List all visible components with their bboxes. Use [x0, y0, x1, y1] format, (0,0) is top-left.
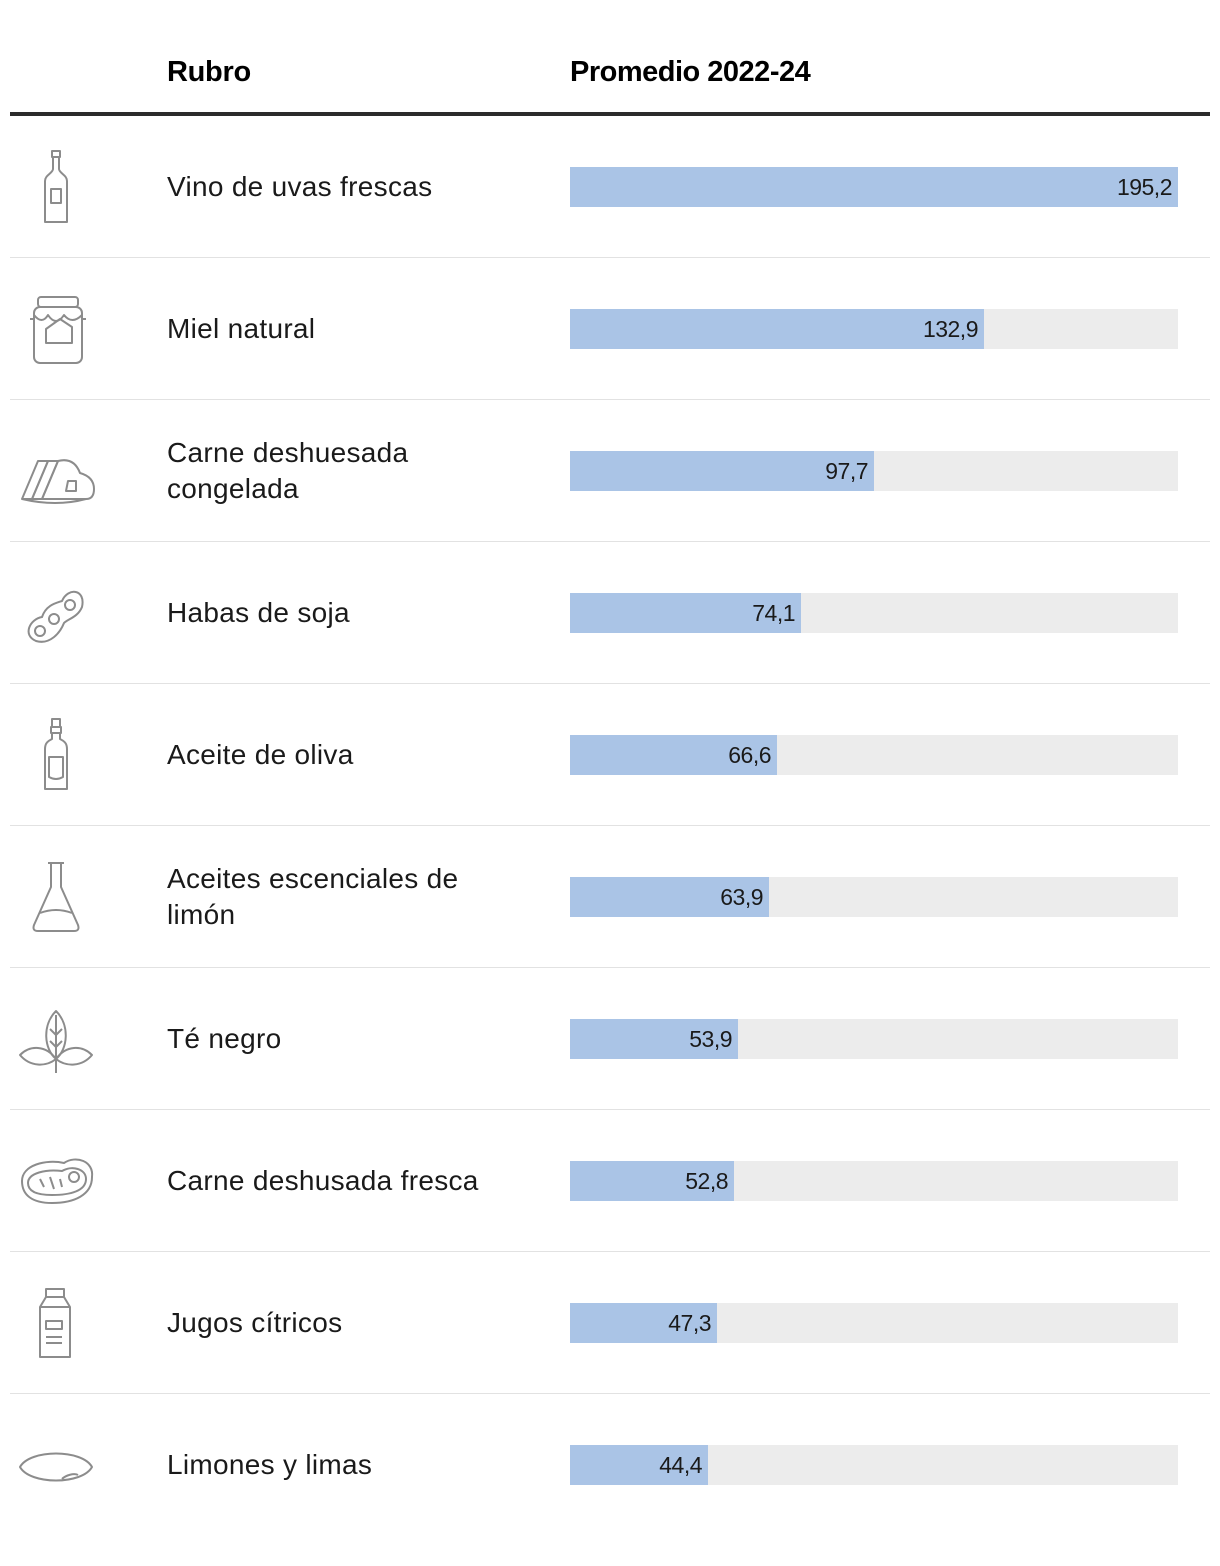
bar-track: 195,2 — [570, 167, 1178, 207]
column-header-promedio: Promedio 2022-24 — [570, 56, 811, 88]
wine-bottle-icon — [16, 149, 96, 225]
chart-row: Habas de soja 74,1 — [10, 542, 1210, 684]
category-label: Habas de soja — [167, 596, 350, 628]
frozen-meat-icon — [16, 433, 96, 509]
bar-track: 52,8 — [570, 1161, 1178, 1201]
bar-track: 66,6 — [570, 735, 1178, 775]
bar-value-label: 63,9 — [720, 884, 763, 910]
tea-leaves-icon — [16, 1001, 96, 1077]
bar-value-label: 47,3 — [668, 1310, 711, 1336]
olive-oil-bottle-icon — [16, 717, 96, 793]
category-label: Miel natural — [167, 312, 316, 344]
bar — [570, 451, 874, 491]
bar — [570, 1161, 734, 1201]
bar — [570, 877, 769, 917]
bar-track: 44,4 — [570, 1445, 1178, 1485]
bar — [570, 309, 984, 349]
category-label: Jugos cítricos — [167, 1306, 343, 1338]
chart-row: Carne deshusada fresca 52,8 — [10, 1110, 1210, 1252]
bar-value-label: 132,9 — [922, 316, 979, 342]
chart-row: Aceite de oliva 66,6 — [10, 684, 1210, 826]
bar-value-label: 66,6 — [728, 742, 771, 768]
category-label: Carne deshuesada congelada — [167, 436, 409, 504]
steak-icon — [16, 1143, 96, 1219]
chart-row: Aceites escenciales de limón 63,9 — [10, 826, 1210, 968]
column-header-rubro: Rubro — [167, 56, 251, 88]
bar — [570, 593, 801, 633]
chart-row: Vino de uvas frescas 195,2 — [10, 116, 1210, 258]
table-header: Rubro Promedio 2022-24 — [10, 0, 1210, 116]
bar-value-label: 53,9 — [689, 1026, 732, 1052]
bar-track: 97,7 — [570, 451, 1178, 491]
bar — [570, 1445, 708, 1485]
bar — [570, 1019, 738, 1059]
bar — [570, 167, 1178, 207]
bar-chart-rows: Vino de uvas frescas 195,2 Miel natural 132… — [10, 116, 1210, 1536]
category-label: Carne deshusada fresca — [167, 1164, 479, 1196]
bar-track: 47,3 — [570, 1303, 1178, 1343]
category-label: Aceite de oliva — [167, 738, 354, 770]
bar — [570, 735, 777, 775]
chart-row: Jugos cítricos 47,3 — [10, 1252, 1210, 1394]
bar-track: 132,9 — [570, 309, 1178, 349]
category-label: Aceites escenciales de limón — [167, 862, 459, 930]
bar-track: 53,9 — [570, 1019, 1178, 1059]
bar-value-label: 44,4 — [659, 1452, 702, 1478]
bar-value-label: 74,1 — [752, 600, 795, 626]
bar — [570, 1303, 717, 1343]
lemon-icon — [16, 1427, 96, 1503]
bar-track: 74,1 — [570, 593, 1178, 633]
juice-carton-icon — [16, 1285, 96, 1361]
bar-value-label: 195,2 — [1116, 174, 1173, 200]
flask-icon — [16, 859, 96, 935]
chart-row: Miel natural 132,9 — [10, 258, 1210, 400]
soybean-icon — [16, 575, 96, 651]
category-label: Té negro — [167, 1022, 282, 1054]
honey-jar-icon — [16, 291, 96, 367]
bar-value-label: 97,7 — [825, 458, 868, 484]
chart-row: Carne deshuesada congelada 97,7 — [10, 400, 1210, 542]
bar-value-label: 52,8 — [685, 1168, 728, 1194]
chart-row: Té negro 53,9 — [10, 968, 1210, 1110]
category-label: Vino de uvas frescas — [167, 170, 433, 202]
bar-track: 63,9 — [570, 877, 1178, 917]
chart-row: Limones y limas 44,4 — [10, 1394, 1210, 1536]
category-label: Limones y limas — [167, 1449, 373, 1480]
